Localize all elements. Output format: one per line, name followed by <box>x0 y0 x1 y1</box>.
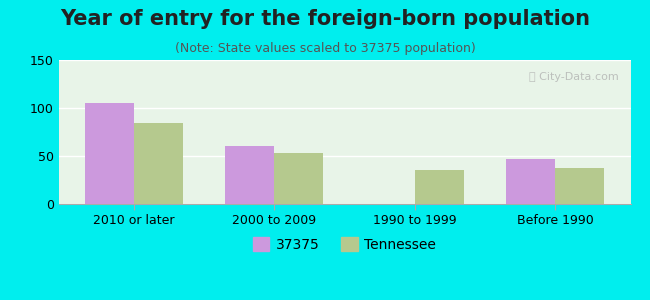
Bar <box>506 159 555 204</box>
Text: ⓘ City-Data.com: ⓘ City-Data.com <box>529 71 619 82</box>
Bar <box>555 169 605 204</box>
Bar <box>84 103 134 204</box>
Bar <box>225 146 274 204</box>
Bar <box>274 153 324 204</box>
Text: (Note: State values scaled to 37375 population): (Note: State values scaled to 37375 popu… <box>175 42 475 55</box>
Text: Year of entry for the foreign-born population: Year of entry for the foreign-born popul… <box>60 9 590 29</box>
Bar <box>134 123 183 204</box>
Bar <box>415 170 464 204</box>
Legend: 37375, Tennessee: 37375, Tennessee <box>247 232 442 257</box>
